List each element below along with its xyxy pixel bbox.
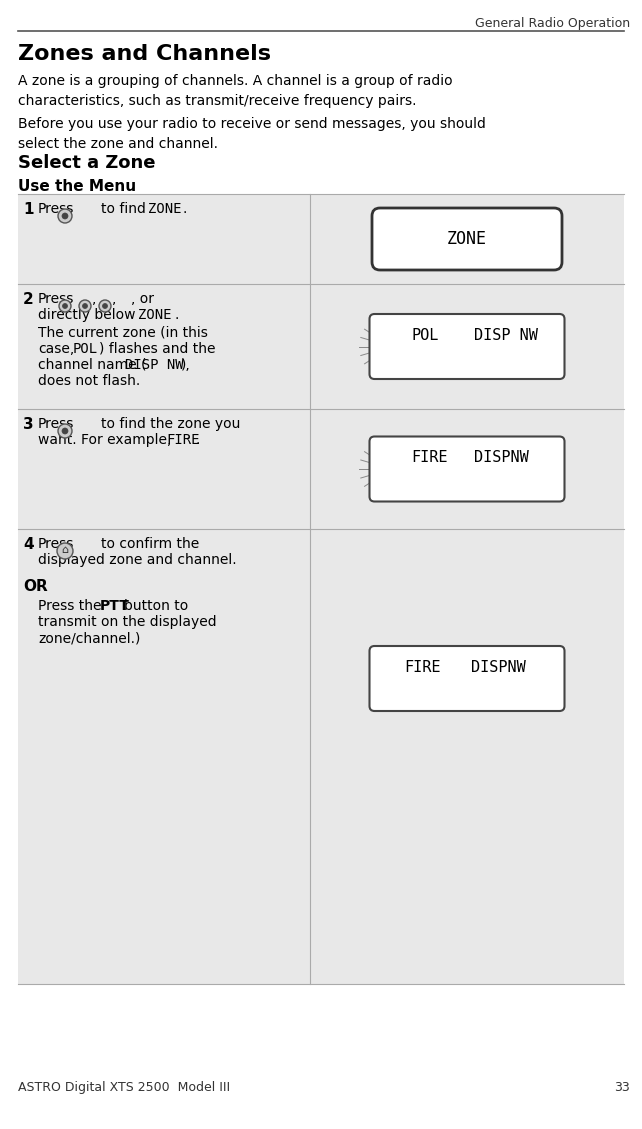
Text: ZONE: ZONE bbox=[148, 202, 182, 216]
Text: ⌂: ⌂ bbox=[62, 545, 69, 555]
FancyBboxPatch shape bbox=[370, 314, 564, 379]
Text: Select a Zone: Select a Zone bbox=[18, 154, 155, 172]
Bar bbox=[18, 194, 624, 285]
FancyBboxPatch shape bbox=[370, 646, 564, 711]
Text: DISP NW: DISP NW bbox=[125, 358, 184, 371]
Circle shape bbox=[59, 300, 71, 312]
Bar bbox=[18, 409, 624, 530]
Text: to find the zone you: to find the zone you bbox=[101, 417, 240, 431]
Circle shape bbox=[99, 300, 111, 312]
Bar bbox=[18, 530, 624, 984]
Text: DISPNW: DISPNW bbox=[471, 660, 526, 675]
Text: 2: 2 bbox=[23, 292, 34, 307]
Text: FIRE: FIRE bbox=[412, 450, 448, 465]
Text: POL: POL bbox=[412, 327, 439, 343]
Text: to confirm the: to confirm the bbox=[101, 537, 199, 551]
Text: case,: case, bbox=[38, 342, 74, 356]
Text: want. For example,: want. For example, bbox=[38, 434, 171, 447]
Text: 1: 1 bbox=[23, 202, 33, 217]
Text: ,: , bbox=[112, 292, 116, 306]
Text: ZONE: ZONE bbox=[138, 308, 171, 322]
Text: zone/channel.): zone/channel.) bbox=[38, 631, 141, 645]
Text: 33: 33 bbox=[614, 1080, 630, 1094]
Text: General Radio Operation: General Radio Operation bbox=[475, 17, 630, 30]
Text: Press: Press bbox=[38, 292, 74, 306]
Text: FIRE: FIRE bbox=[166, 434, 200, 447]
Text: Press: Press bbox=[38, 537, 74, 551]
Text: button to: button to bbox=[124, 599, 188, 613]
FancyBboxPatch shape bbox=[370, 437, 564, 501]
Circle shape bbox=[57, 543, 73, 559]
Text: OR: OR bbox=[23, 579, 48, 594]
Text: to find: to find bbox=[101, 202, 146, 216]
Text: Press the: Press the bbox=[38, 599, 101, 613]
Text: The current zone (in this: The current zone (in this bbox=[38, 326, 208, 340]
Text: DISPNW: DISPNW bbox=[474, 450, 529, 465]
Text: DISP NW: DISP NW bbox=[474, 327, 539, 343]
Text: 3: 3 bbox=[23, 417, 33, 432]
Circle shape bbox=[62, 428, 68, 434]
Text: POL: POL bbox=[73, 342, 98, 356]
Text: ZONE: ZONE bbox=[447, 230, 487, 248]
Text: 4: 4 bbox=[23, 537, 33, 552]
Text: .: . bbox=[196, 434, 200, 447]
Text: PTT: PTT bbox=[100, 599, 130, 613]
Circle shape bbox=[83, 304, 87, 308]
Text: ASTRO Digital XTS 2500  Model III: ASTRO Digital XTS 2500 Model III bbox=[18, 1080, 230, 1094]
Circle shape bbox=[58, 209, 72, 224]
Circle shape bbox=[103, 304, 107, 308]
Circle shape bbox=[79, 300, 91, 312]
Bar bbox=[18, 285, 624, 409]
Text: Zones and Channels: Zones and Channels bbox=[18, 44, 271, 64]
Text: .: . bbox=[183, 202, 187, 216]
Text: A zone is a grouping of channels. A channel is a group of radio
characteristics,: A zone is a grouping of channels. A chan… bbox=[18, 75, 453, 107]
Text: ) flashes and the: ) flashes and the bbox=[99, 342, 216, 356]
Circle shape bbox=[62, 213, 68, 219]
FancyBboxPatch shape bbox=[372, 208, 562, 270]
Text: Press: Press bbox=[38, 202, 74, 216]
Text: FIRE: FIRE bbox=[404, 660, 441, 675]
Text: transmit on the displayed: transmit on the displayed bbox=[38, 615, 216, 629]
Circle shape bbox=[58, 425, 72, 438]
Text: Use the Menu: Use the Menu bbox=[18, 180, 136, 194]
Text: Press: Press bbox=[38, 417, 74, 431]
Text: displayed zone and channel.: displayed zone and channel. bbox=[38, 553, 237, 567]
Text: Before you use your radio to receive or send messages, you should
select the zon: Before you use your radio to receive or … bbox=[18, 117, 486, 150]
Circle shape bbox=[62, 304, 67, 308]
Text: channel name (: channel name ( bbox=[38, 358, 146, 371]
Text: ,: , bbox=[92, 292, 96, 306]
Text: ),: ), bbox=[181, 358, 191, 371]
Text: , or: , or bbox=[131, 292, 154, 306]
Text: .: . bbox=[175, 308, 179, 322]
Text: directly below: directly below bbox=[38, 308, 135, 322]
Text: does not flash.: does not flash. bbox=[38, 374, 140, 388]
